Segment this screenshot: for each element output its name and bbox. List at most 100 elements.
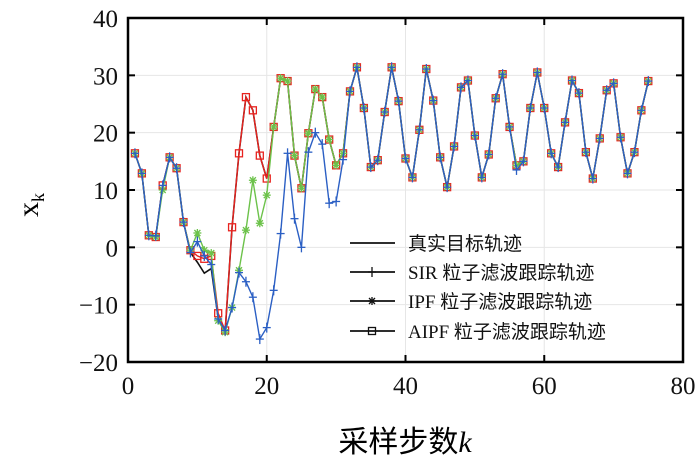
data-point-sir xyxy=(401,153,410,164)
legend-marker-asterisk xyxy=(368,297,376,305)
data-point-sir xyxy=(463,75,472,86)
data-point-sir xyxy=(318,139,327,150)
data-point-ipf xyxy=(304,129,313,138)
data-point-sir xyxy=(200,250,209,261)
data-point-sir xyxy=(574,88,583,99)
data-point-sir xyxy=(207,259,216,270)
data-point-sir xyxy=(595,133,604,144)
data-point-sir xyxy=(297,242,306,253)
data-point-sir xyxy=(151,230,160,241)
data-point-ipf xyxy=(207,249,216,258)
data-point-sir xyxy=(158,180,167,191)
data-point-ipf xyxy=(332,161,341,170)
data-point-ipf xyxy=(241,226,250,235)
data-point-sir xyxy=(332,196,341,207)
series-sir xyxy=(130,62,653,345)
ast-d2 xyxy=(332,161,340,169)
data-point-sir xyxy=(172,163,181,174)
y-axis-label-sub: k xyxy=(28,193,48,202)
data-point-sir xyxy=(609,78,618,89)
x-axis-label-main: 采样步数 xyxy=(338,426,458,459)
data-point-sir xyxy=(498,69,507,80)
ast-d2 xyxy=(263,191,271,199)
ast-d2 xyxy=(249,176,257,184)
y-axis-label: xk xyxy=(12,193,48,217)
legend-marker-square xyxy=(367,326,377,336)
y-axis-label-main: x xyxy=(12,202,45,217)
data-point-ipf xyxy=(311,85,320,94)
ast-d2 xyxy=(311,85,319,93)
data-point-sir xyxy=(408,172,417,183)
data-point-sir xyxy=(505,121,514,132)
data-point-aipf xyxy=(234,149,244,158)
legend: 真实目标轨迹 SIR 粒子滤波跟踪轨迹 IPF 粒子滤波跟踪轨迹 AIPF 粒子滤波跟… xyxy=(350,233,606,343)
y-tick-label: 20 xyxy=(93,121,118,148)
data-point-sir xyxy=(561,117,570,128)
data-point-sir xyxy=(235,267,243,278)
data-point-sir xyxy=(443,182,452,193)
data-point-sir xyxy=(366,162,375,173)
data-point-ipf xyxy=(248,176,257,185)
data-point-sir xyxy=(130,148,139,159)
data-point-aipf xyxy=(227,223,237,232)
data-point-sir xyxy=(470,130,479,141)
legend-label: AIPF 粒子滤波跟踪轨迹 xyxy=(408,321,606,343)
y-tick-label: 0 xyxy=(106,235,119,262)
data-point-sir xyxy=(255,334,264,345)
data-point-ipf xyxy=(193,229,202,237)
data-point-sir xyxy=(311,127,320,138)
data-point-sir xyxy=(304,147,313,158)
data-point-sir xyxy=(380,107,389,118)
data-point-sir xyxy=(637,105,646,116)
data-point-sir xyxy=(422,64,431,75)
data-point-ipf xyxy=(262,191,271,200)
data-point-sir xyxy=(339,154,348,165)
data-point-sir xyxy=(512,164,521,175)
data-point-sir xyxy=(346,86,354,97)
data-point-sir xyxy=(491,93,500,104)
data-point-sir xyxy=(352,62,361,73)
y-tick-label: −20 xyxy=(79,350,118,377)
data-point-sir xyxy=(186,247,195,258)
data-point-sir xyxy=(450,141,459,152)
data-point-sir xyxy=(533,67,542,78)
data-point-sir xyxy=(519,156,528,167)
data-point-sir xyxy=(602,85,611,96)
data-point-sir xyxy=(214,314,223,324)
grid xyxy=(127,17,684,363)
data-point-ipf xyxy=(290,151,299,160)
data-point-sir xyxy=(283,148,292,159)
legend-marker-plus xyxy=(368,267,376,277)
data-point-sir xyxy=(276,228,285,239)
x-tick-label: 40 xyxy=(393,373,418,400)
ast-d2 xyxy=(242,226,250,234)
data-point-sir xyxy=(325,198,334,209)
ast-d2 xyxy=(277,74,285,82)
ast-d2 xyxy=(297,184,305,192)
x-tick-label: 80 xyxy=(671,373,696,400)
data-point-sir xyxy=(387,62,396,73)
ast-d2 xyxy=(207,249,215,257)
y-tick-label: 40 xyxy=(93,6,118,33)
data-point-sir xyxy=(165,152,174,163)
ast-d2 xyxy=(284,77,292,85)
data-point-ipf xyxy=(297,184,306,193)
data-point-sir xyxy=(588,173,597,184)
data-point-sir xyxy=(193,236,202,247)
series-group xyxy=(130,62,653,345)
data-point-sir xyxy=(457,82,465,93)
data-point-sir xyxy=(568,75,576,86)
data-point-sir xyxy=(526,103,535,114)
data-point-sir xyxy=(221,325,230,336)
ast-d2 xyxy=(368,297,376,305)
legend-label: 真实目标轨迹 xyxy=(408,233,522,255)
legend-label: SIR 粒子滤波跟踪轨迹 xyxy=(408,262,594,284)
data-point-ipf xyxy=(318,93,327,102)
data-point-sir xyxy=(644,76,653,87)
data-point-sir xyxy=(373,155,382,166)
data-point-sir xyxy=(179,217,188,228)
data-point-ipf xyxy=(255,219,264,228)
data-point-sir xyxy=(290,213,299,224)
